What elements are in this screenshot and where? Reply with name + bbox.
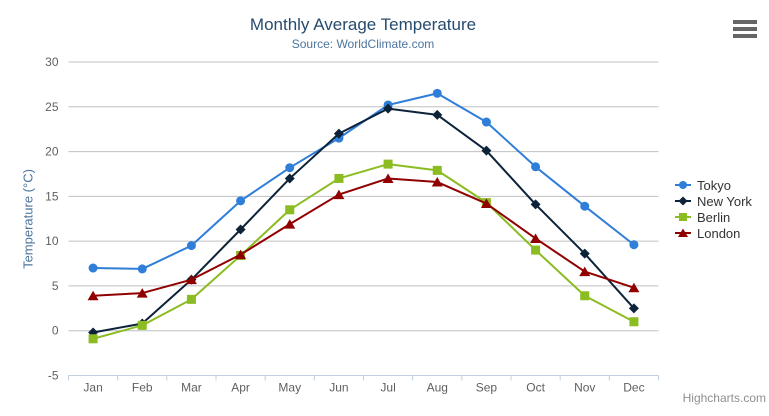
svg-text:Oct: Oct <box>526 381 545 395</box>
triangle-marker-icon <box>530 233 542 243</box>
legend-item-label: New York <box>697 193 752 209</box>
svg-text:25: 25 <box>45 100 59 114</box>
legend-item-london[interactable]: London <box>674 225 752 241</box>
diamond-marker-icon <box>383 103 394 114</box>
gridlines <box>68 61 659 332</box>
triangle-marker-icon <box>678 228 688 237</box>
triangle-marker-icon <box>87 290 99 301</box>
svg-text:Feb: Feb <box>132 381 153 395</box>
triangle-marker-icon <box>235 249 247 260</box>
circle-marker-icon <box>236 196 246 206</box>
svg-text:Mar: Mar <box>181 381 202 395</box>
series-london[interactable] <box>87 173 640 301</box>
circle-marker-icon <box>629 240 639 250</box>
chart-subtitle: Source: WorldClimate.com <box>291 37 435 51</box>
legend-item-berlin[interactable]: Berlin <box>674 209 752 225</box>
legend-item-tokyo[interactable]: Tokyo <box>674 177 752 193</box>
legend-item-label: Berlin <box>697 209 731 225</box>
svg-text:Nov: Nov <box>574 381 595 395</box>
legend-marker-icon <box>675 213 691 221</box>
square-marker-icon <box>137 320 147 330</box>
series-tokyo[interactable] <box>88 88 639 274</box>
legend-marker-icon <box>675 181 691 189</box>
diamond-marker-icon <box>235 224 246 235</box>
legend-marker-icon <box>675 228 691 237</box>
diamond-marker-icon <box>284 173 295 184</box>
svg-text:-5: -5 <box>48 369 59 383</box>
circle-marker-icon <box>679 181 687 189</box>
triangle-marker-icon <box>628 282 640 293</box>
svg-text:10: 10 <box>45 234 59 248</box>
svg-text:Jun: Jun <box>329 381 348 395</box>
diamond-marker-icon <box>432 109 443 120</box>
svg-text:30: 30 <box>45 55 59 69</box>
triangle-marker-icon <box>136 288 148 298</box>
circle-marker-icon <box>531 162 541 172</box>
diamond-marker-icon <box>481 145 492 156</box>
svg-text:Jul: Jul <box>380 381 395 395</box>
circle-marker-icon <box>186 241 196 251</box>
triangle-marker-icon <box>333 189 345 200</box>
legend-marker-icon <box>675 196 691 206</box>
diamond-marker-icon <box>628 303 639 314</box>
square-marker-icon <box>679 213 687 221</box>
circle-marker-icon <box>481 117 491 127</box>
svg-text:Jan: Jan <box>83 381 102 395</box>
square-marker-icon <box>580 291 590 301</box>
circle-marker-icon <box>137 264 147 274</box>
circle-marker-icon <box>88 263 98 273</box>
svg-text:15: 15 <box>45 189 59 203</box>
legend-item-label: Tokyo <box>697 177 731 193</box>
svg-text:20: 20 <box>45 145 59 159</box>
square-marker-icon <box>531 245 541 255</box>
triangle-marker-icon <box>284 219 296 229</box>
hamburger-icon <box>733 20 757 38</box>
legend: Tokyo New York Berlin London <box>674 177 752 241</box>
y-axis-title: Temperature (°C) <box>20 169 36 269</box>
diamond-marker-icon <box>678 196 688 206</box>
triangle-marker-icon <box>480 198 492 209</box>
triangle-marker-icon <box>382 173 394 183</box>
square-marker-icon <box>186 294 196 304</box>
triangle-marker-icon <box>431 177 443 187</box>
svg-text:Aug: Aug <box>427 381 448 395</box>
circle-marker-icon <box>432 88 442 98</box>
svg-text:0: 0 <box>52 324 59 338</box>
svg-text:May: May <box>278 381 301 395</box>
svg-text:Sep: Sep <box>476 381 498 395</box>
square-marker-icon <box>334 173 344 183</box>
triangle-marker-icon <box>579 266 591 277</box>
triangle-marker-icon <box>185 274 197 285</box>
square-marker-icon <box>383 159 393 169</box>
diamond-marker-icon <box>530 199 541 210</box>
svg-text:Apr: Apr <box>231 381 250 395</box>
diamond-marker-icon <box>579 248 590 259</box>
chart-title: Monthly Average Temperature <box>249 15 477 34</box>
x-axis <box>68 375 659 381</box>
legend-item-label: London <box>697 225 741 241</box>
series-new-york[interactable] <box>88 103 639 338</box>
square-marker-icon <box>629 317 639 327</box>
legend-item-new-york[interactable]: New York <box>674 193 752 209</box>
svg-text:5: 5 <box>52 279 59 293</box>
x-axis-labels: Jan Feb Mar Apr May Jun Jul Aug Sep Oct Nov Dec <box>83 381 644 395</box>
circle-marker-icon <box>285 163 295 173</box>
export-menu-button[interactable] <box>733 20 757 38</box>
svg-text:Dec: Dec <box>623 381 644 395</box>
credits-link[interactable]: Highcharts.com <box>682 391 766 405</box>
y-axis-labels: -5 0 5 10 15 20 25 30 <box>45 55 59 383</box>
diamond-marker-icon <box>333 128 344 139</box>
square-marker-icon <box>88 334 98 344</box>
square-marker-icon <box>432 165 442 175</box>
circle-marker-icon <box>580 201 590 211</box>
square-marker-icon <box>285 205 295 215</box>
